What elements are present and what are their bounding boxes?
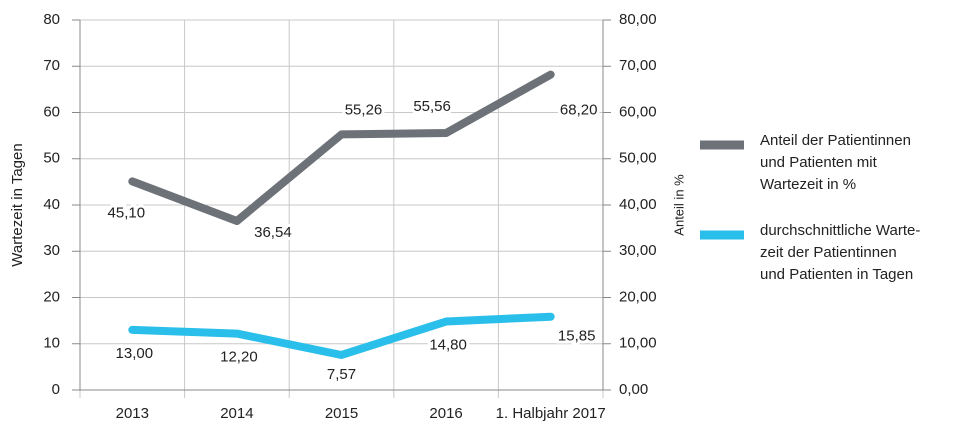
- data-label: 14,80: [429, 337, 467, 354]
- x-tick-label: 1. Halbjahr 2017: [496, 405, 606, 422]
- data-label: 15,85: [558, 328, 596, 345]
- y-tick-label: 0: [52, 381, 60, 398]
- y-tick-label: 20: [43, 288, 60, 305]
- data-label: 13,00: [116, 345, 154, 362]
- legend-label: durchschnittliche Warte- zeit der Patien…: [760, 222, 921, 283]
- x-tick-label: 2016: [429, 405, 462, 422]
- y2-tick-label: 0,00: [619, 381, 648, 398]
- y2-tick-label: 50,00: [619, 150, 657, 167]
- data-label: 55,26: [345, 101, 383, 118]
- y2-tick-label: 80,00: [619, 11, 657, 28]
- y-tick-label: 10: [43, 335, 60, 352]
- y2-tick-label: 60,00: [619, 103, 657, 120]
- y-tick-label: 30: [43, 242, 60, 259]
- data-label: 12,20: [220, 349, 258, 366]
- y-tick-label: 80: [43, 11, 60, 28]
- series-line: [128, 312, 555, 359]
- x-tick-label: 2015: [325, 405, 358, 422]
- y2-axis-title: Anteil in %: [671, 174, 686, 236]
- y2-tick-label: 40,00: [619, 196, 657, 213]
- x-tick-label: 2013: [116, 405, 149, 422]
- y-tick-label: 40: [43, 196, 60, 213]
- y-axis-title: Wartezeit in Tagen: [9, 143, 26, 266]
- y2-tick-label: 20,00: [619, 288, 657, 305]
- y2-tick-label: 30,00: [619, 242, 657, 259]
- data-label: 55,56: [413, 98, 451, 115]
- y-tick-label: 70: [43, 57, 60, 74]
- legend-label: Anteil der Patientinnen und Patienten mi…: [760, 132, 911, 193]
- x-tick-label: 2014: [220, 405, 253, 422]
- series-line: [128, 70, 555, 226]
- data-label: 68,20: [560, 102, 598, 119]
- data-label: 45,10: [108, 204, 146, 221]
- y-tick-label: 60: [43, 103, 60, 120]
- data-label: 36,54: [254, 224, 292, 241]
- y2-tick-label: 10,00: [619, 335, 657, 352]
- y-tick-label: 50: [43, 150, 60, 167]
- data-label: 7,57: [327, 366, 356, 383]
- y2-tick-label: 70,00: [619, 57, 657, 74]
